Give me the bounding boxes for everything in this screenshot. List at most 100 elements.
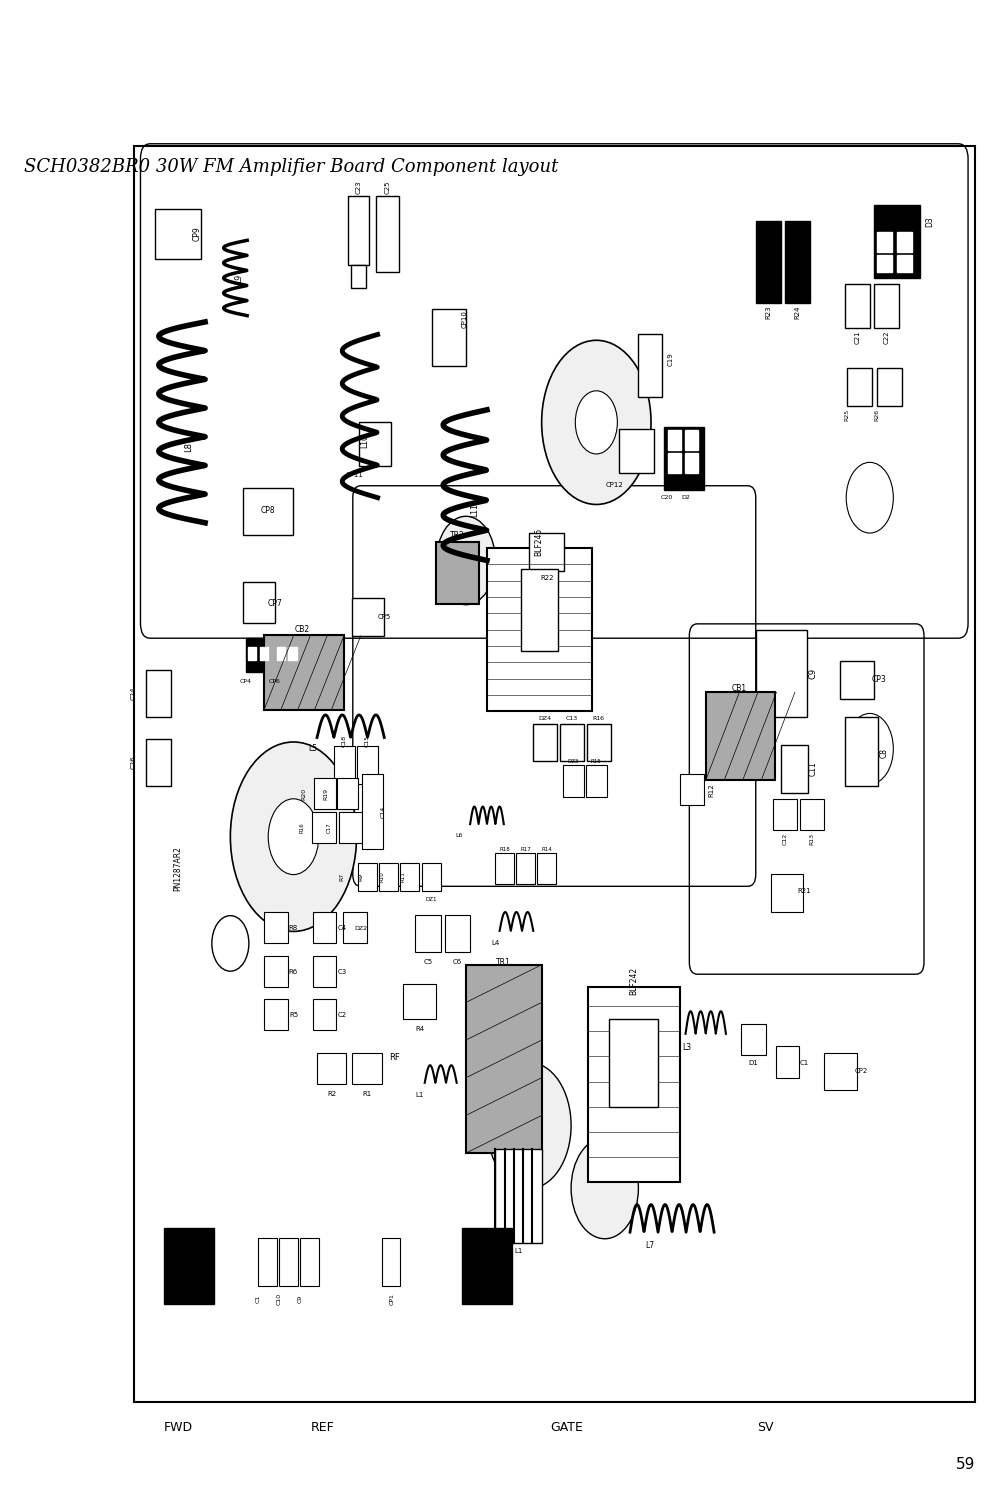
Bar	[313, 956, 336, 987]
Bar	[362, 774, 383, 849]
Bar	[400, 863, 418, 891]
Text: R19: R19	[323, 788, 328, 800]
Bar	[356, 747, 377, 785]
Text: R7: R7	[339, 873, 344, 881]
Bar	[317, 1052, 346, 1084]
Bar	[663, 427, 703, 490]
Bar	[877, 256, 892, 272]
Circle shape	[846, 463, 893, 534]
Text: L11: L11	[469, 504, 478, 517]
Bar	[705, 693, 774, 780]
Text: L4: L4	[490, 941, 499, 947]
Text: R1: R1	[362, 1091, 372, 1097]
Circle shape	[268, 798, 318, 875]
Text: C2: C2	[337, 1012, 346, 1018]
Text: RF: RF	[388, 1054, 399, 1063]
Text: CP10: CP10	[460, 311, 466, 328]
Bar	[274, 639, 299, 672]
Text: CP6: CP6	[268, 678, 280, 684]
Bar	[840, 661, 873, 699]
Bar	[537, 854, 556, 884]
Bar	[313, 912, 336, 944]
Text: DZ4: DZ4	[538, 715, 551, 721]
Text: C3: C3	[337, 969, 346, 975]
Bar	[343, 912, 366, 944]
Bar	[279, 1238, 297, 1287]
Text: R17: R17	[520, 846, 531, 852]
Bar	[494, 854, 514, 884]
Bar	[246, 639, 271, 672]
Text: R16: R16	[593, 715, 604, 721]
Text: R10: R10	[379, 872, 384, 882]
Text: C5: C5	[423, 959, 432, 965]
Bar	[133, 146, 974, 1402]
Text: L10: L10	[360, 434, 369, 448]
Text: R26: R26	[874, 409, 879, 421]
Text: C22: C22	[883, 331, 889, 344]
Bar	[799, 800, 822, 831]
Text: L6: L6	[455, 833, 462, 839]
Bar	[780, 745, 807, 792]
Bar	[248, 648, 256, 660]
Circle shape	[212, 915, 249, 971]
Bar	[516, 854, 535, 884]
Text: SCH0382BR0 30W FM Amplifier Board Component layout: SCH0382BR0 30W FM Amplifier Board Compon…	[24, 158, 558, 176]
Bar	[465, 965, 541, 1153]
Bar	[260, 648, 268, 660]
Circle shape	[575, 391, 617, 454]
Text: C4: C4	[337, 926, 346, 932]
Text: L1: L1	[415, 1093, 423, 1099]
Bar	[314, 777, 335, 809]
Text: C25: C25	[384, 180, 390, 194]
Bar	[432, 310, 465, 365]
Bar	[680, 774, 703, 806]
Text: R15: R15	[591, 759, 601, 764]
Bar	[521, 570, 558, 651]
Bar	[877, 231, 892, 251]
Text: BLF242: BLF242	[629, 966, 638, 995]
Text: DZ2: DZ2	[354, 926, 367, 930]
Text: L3: L3	[682, 1043, 691, 1052]
Text: R20: R20	[301, 788, 306, 800]
Text: C9: C9	[807, 667, 816, 679]
Bar	[375, 197, 399, 272]
Bar	[896, 256, 911, 272]
Bar	[436, 541, 478, 604]
Text: R4: R4	[414, 1025, 424, 1031]
Bar	[560, 724, 583, 762]
Text: CP9: CP9	[193, 227, 202, 242]
Text: C10: C10	[277, 1293, 282, 1305]
Text: C11: C11	[808, 762, 817, 776]
Text: L9: L9	[234, 274, 243, 283]
Bar	[876, 368, 901, 406]
Text: CP8: CP8	[261, 507, 275, 514]
Bar	[873, 206, 920, 278]
Bar	[415, 914, 440, 953]
Bar	[772, 800, 795, 831]
Text: R25: R25	[844, 409, 849, 421]
Bar	[264, 956, 287, 987]
Text: R13: R13	[808, 833, 813, 845]
Text: FWD: FWD	[163, 1422, 193, 1434]
Text: C24: C24	[130, 687, 136, 700]
Text: L1: L1	[514, 1247, 522, 1254]
Text: C20: C20	[660, 494, 672, 500]
Bar	[461, 1228, 512, 1303]
Bar	[587, 724, 610, 762]
Text: R14: R14	[541, 846, 552, 852]
Bar	[313, 998, 336, 1030]
Text: R18: R18	[498, 846, 510, 852]
Text: C21: C21	[854, 331, 860, 344]
Bar	[667, 452, 681, 472]
Bar	[844, 717, 878, 786]
Text: C8: C8	[879, 747, 888, 758]
Bar	[844, 284, 869, 328]
Text: R24: R24	[793, 305, 799, 319]
Bar	[774, 1046, 798, 1078]
Text: R11: R11	[400, 872, 405, 882]
Text: C1: C1	[798, 1060, 808, 1066]
Text: DZ3: DZ3	[567, 759, 578, 764]
Bar	[667, 430, 681, 449]
Bar	[359, 422, 390, 466]
Text: D3: D3	[924, 216, 933, 227]
